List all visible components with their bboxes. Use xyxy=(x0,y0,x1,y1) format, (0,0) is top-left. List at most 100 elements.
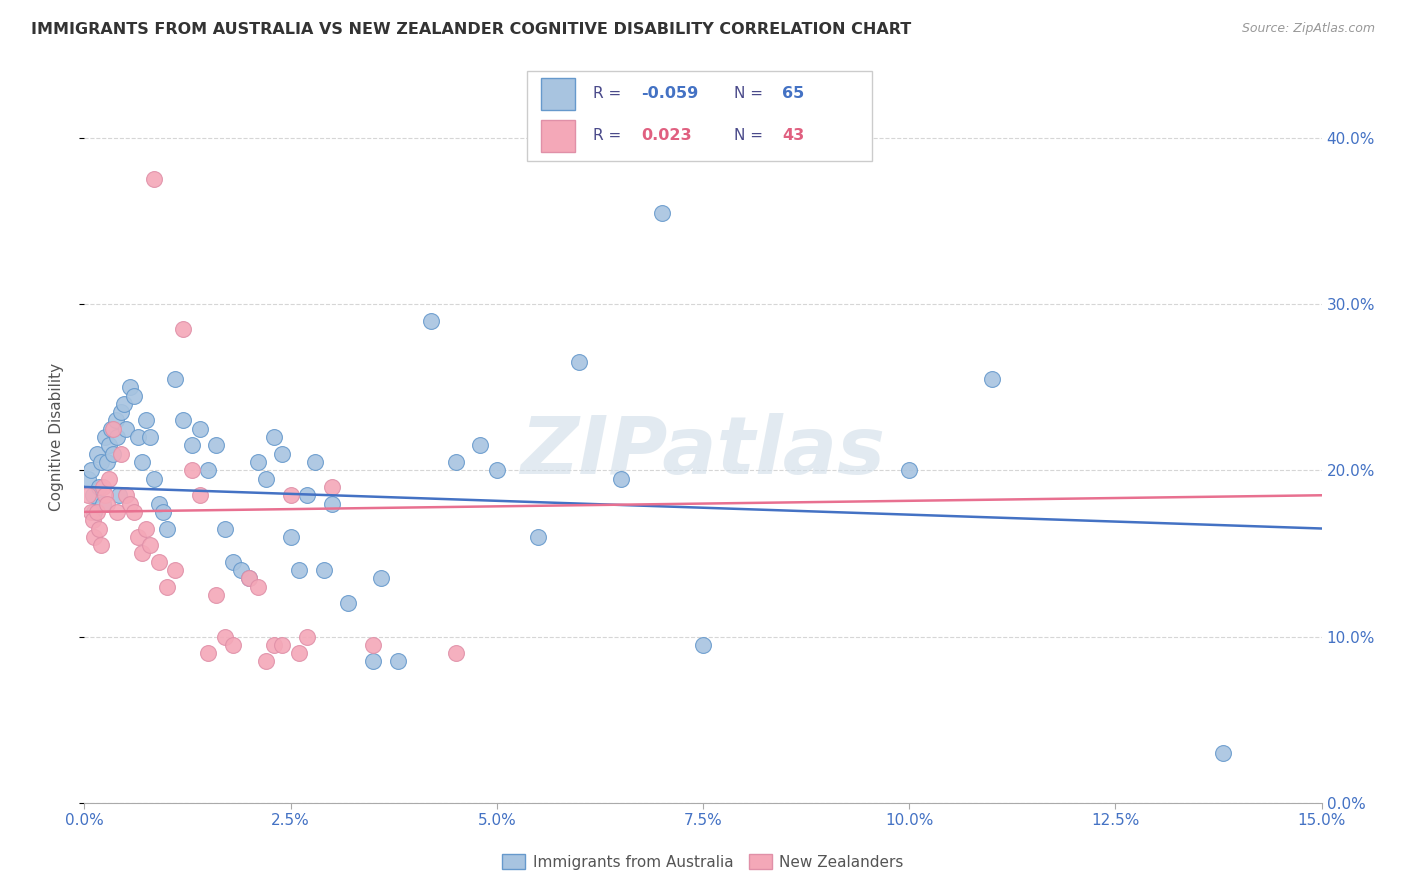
Point xyxy=(254,472,277,486)
Point xyxy=(568,355,591,369)
Point xyxy=(98,472,121,486)
Point xyxy=(114,488,136,502)
Point xyxy=(304,455,326,469)
Point xyxy=(419,314,441,328)
Text: N =: N = xyxy=(734,128,768,143)
Text: ZIPatlas: ZIPatlas xyxy=(520,413,886,491)
Text: 65: 65 xyxy=(782,87,804,101)
Point xyxy=(444,646,467,660)
Point xyxy=(83,530,105,544)
Point xyxy=(263,430,285,444)
Point xyxy=(86,505,108,519)
Point xyxy=(295,630,318,644)
Point xyxy=(135,413,157,427)
Point xyxy=(609,472,631,486)
Point xyxy=(280,530,302,544)
Point xyxy=(103,422,125,436)
Point xyxy=(90,455,112,469)
Point xyxy=(172,322,194,336)
Point xyxy=(148,497,170,511)
Point xyxy=(165,563,187,577)
Point xyxy=(271,447,294,461)
Point xyxy=(105,505,128,519)
Point xyxy=(94,430,117,444)
Point xyxy=(112,397,135,411)
Text: -0.059: -0.059 xyxy=(641,87,699,101)
Point xyxy=(361,638,384,652)
Point xyxy=(238,571,260,585)
Point xyxy=(122,505,145,519)
Point xyxy=(288,646,311,660)
Point xyxy=(143,472,166,486)
Point xyxy=(114,422,136,436)
Point xyxy=(127,530,149,544)
Point xyxy=(980,372,1002,386)
Point xyxy=(118,497,141,511)
Point xyxy=(470,438,492,452)
Point xyxy=(527,530,550,544)
Point xyxy=(91,480,114,494)
Point xyxy=(214,521,236,535)
Point xyxy=(127,430,149,444)
Point xyxy=(156,580,179,594)
Point xyxy=(295,488,318,502)
Point xyxy=(180,438,202,452)
Point xyxy=(156,521,179,535)
Text: IMMIGRANTS FROM AUSTRALIA VS NEW ZEALANDER COGNITIVE DISABILITY CORRELATION CHAR: IMMIGRANTS FROM AUSTRALIA VS NEW ZEALAND… xyxy=(31,22,911,37)
Point xyxy=(205,438,228,452)
Point xyxy=(238,571,260,585)
Y-axis label: Cognitive Disability: Cognitive Disability xyxy=(49,363,63,511)
Point xyxy=(131,455,153,469)
Point xyxy=(135,521,157,535)
Point xyxy=(83,505,105,519)
Point xyxy=(110,405,132,419)
Point xyxy=(105,430,128,444)
FancyBboxPatch shape xyxy=(541,120,575,152)
Point xyxy=(222,638,245,652)
Text: R =: R = xyxy=(593,87,626,101)
Point xyxy=(205,588,228,602)
FancyBboxPatch shape xyxy=(541,78,575,110)
Point xyxy=(370,571,392,585)
Text: N =: N = xyxy=(734,87,768,101)
Point xyxy=(229,563,252,577)
Point xyxy=(82,488,104,502)
Point xyxy=(321,497,343,511)
Point xyxy=(152,505,174,519)
Point xyxy=(246,455,269,469)
Point xyxy=(271,638,294,652)
Point xyxy=(180,463,202,477)
Point xyxy=(94,488,117,502)
Point xyxy=(222,555,245,569)
Point xyxy=(77,472,100,486)
Point xyxy=(214,630,236,644)
Point xyxy=(246,580,269,594)
Point xyxy=(337,596,360,610)
Point xyxy=(98,438,121,452)
Point xyxy=(444,455,467,469)
Point xyxy=(139,538,162,552)
Point xyxy=(80,463,103,477)
Point xyxy=(188,488,211,502)
Point xyxy=(651,205,673,219)
Point xyxy=(108,488,131,502)
Point xyxy=(361,655,384,669)
Legend: Immigrants from Australia, New Zealanders: Immigrants from Australia, New Zealander… xyxy=(496,847,910,876)
Point xyxy=(77,488,100,502)
Text: R =: R = xyxy=(593,128,631,143)
Point xyxy=(172,413,194,427)
Point xyxy=(692,638,714,652)
Point xyxy=(96,455,118,469)
Point xyxy=(263,638,285,652)
Point xyxy=(80,505,103,519)
Point xyxy=(148,555,170,569)
Point xyxy=(110,447,132,461)
Point xyxy=(104,413,127,427)
Point xyxy=(82,513,104,527)
Point xyxy=(89,521,111,535)
Point xyxy=(1212,746,1234,760)
Point xyxy=(122,388,145,402)
Text: 43: 43 xyxy=(782,128,804,143)
Point xyxy=(485,463,508,477)
Point xyxy=(103,447,125,461)
